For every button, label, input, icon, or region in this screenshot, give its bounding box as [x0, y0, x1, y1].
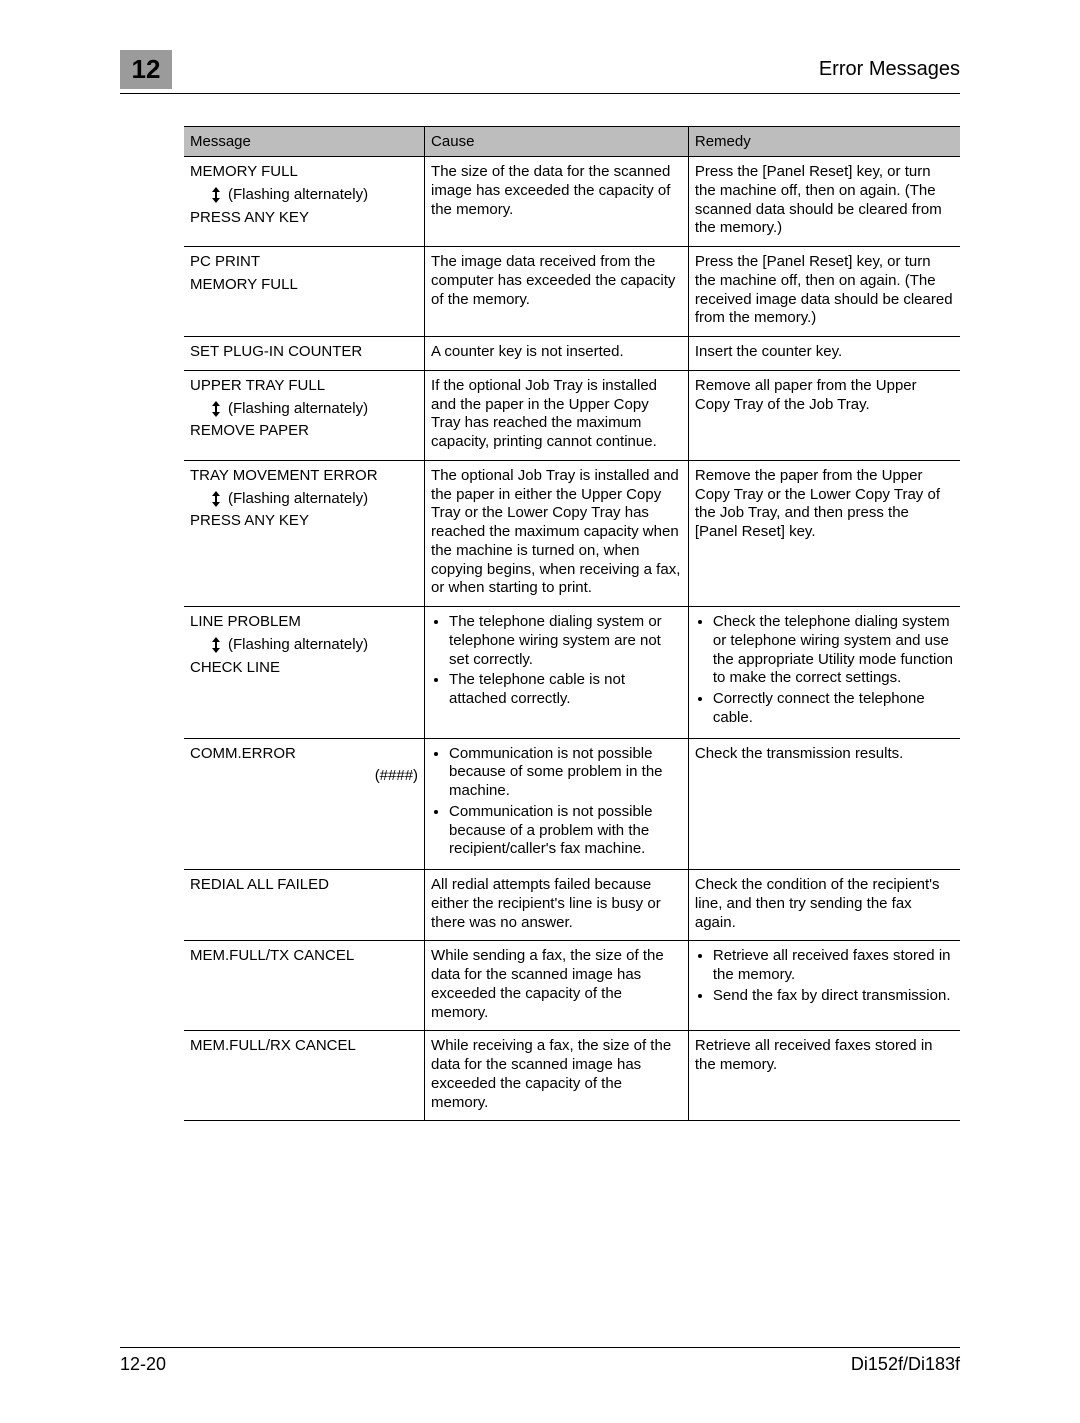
- table-row: MEM.FULL/RX CANCEL While receiving a fax…: [184, 1031, 960, 1121]
- col-message: Message: [184, 127, 425, 157]
- msg-bottom: PRESS ANY KEY: [190, 512, 418, 531]
- flashing-text: (Flashing alternately): [228, 186, 368, 205]
- chapter-number: 12: [120, 50, 172, 89]
- msg-bottom: PRESS ANY KEY: [190, 209, 418, 228]
- table-row: SET PLUG-IN COUNTER A counter key is not…: [184, 337, 960, 371]
- msg-top: REDIAL ALL FAILED: [184, 870, 425, 941]
- col-cause: Cause: [425, 127, 689, 157]
- list-item: Communication is not possible because of…: [449, 803, 682, 859]
- cause-cell: All redial attempts failed because eithe…: [425, 870, 689, 941]
- msg-top: UPPER TRAY FULL: [190, 377, 418, 396]
- remedy-cell: Press the [Panel Reset] key, or turn the…: [688, 157, 960, 247]
- table-row: MEM.FULL/TX CANCEL While sending a fax, …: [184, 941, 960, 1031]
- error-table: Message Cause Remedy MEMORY FULL (Flashi…: [184, 126, 960, 1121]
- flashing-indicator: (Flashing alternately): [208, 186, 418, 205]
- remedy-cell: Remove the paper from the Upper Copy Tra…: [688, 460, 960, 606]
- up-down-arrow-icon: [208, 491, 224, 507]
- msg-top: MEM.FULL/RX CANCEL: [184, 1031, 425, 1121]
- table-row: MEMORY FULL (Flashing alternately) PRESS…: [184, 157, 960, 247]
- list-item: Send the fax by direct transmission.: [713, 987, 954, 1006]
- page-number: 12-20: [120, 1354, 166, 1375]
- flashing-text: (Flashing alternately): [228, 490, 368, 509]
- flashing-text: (Flashing alternately): [228, 400, 368, 419]
- table-row: LINE PROBLEM (Flashing alternately) CHEC…: [184, 607, 960, 739]
- remedy-cell: Retrieve all received faxes stored in th…: [688, 1031, 960, 1121]
- remedy-cell: Check the transmission results.: [688, 738, 960, 870]
- remedy-cell: Check the condition of the recipient's l…: [688, 870, 960, 941]
- page-header: 12 Error Messages: [120, 50, 960, 94]
- model-number: Di152f/Di183f: [851, 1354, 960, 1375]
- cause-cell: While sending a fax, the size of the dat…: [425, 941, 689, 1031]
- msg-top: TRAY MOVEMENT ERROR: [190, 467, 418, 486]
- col-remedy: Remedy: [688, 127, 960, 157]
- remedy-cell: Retrieve all received faxes stored in th…: [688, 941, 960, 1031]
- cause-cell: The optional Job Tray is installed and t…: [425, 460, 689, 606]
- flashing-text: (Flashing alternately): [228, 636, 368, 655]
- up-down-arrow-icon: [208, 187, 224, 203]
- remedy-cell: Remove all paper from the Upper Copy Tra…: [688, 370, 960, 460]
- msg-bottom: REMOVE PAPER: [190, 422, 418, 441]
- msg-top: PC PRINT: [190, 253, 418, 272]
- remedy-cell: Check the telephone dialing system or te…: [688, 607, 960, 739]
- cause-cell: A counter key is not inserted.: [425, 337, 689, 371]
- header-title: Error Messages: [819, 58, 960, 81]
- cause-cell: The telephone dialing system or telephon…: [425, 607, 689, 739]
- msg-top: COMM.ERROR: [190, 745, 418, 764]
- cause-cell: Communication is not possible because of…: [425, 738, 689, 870]
- table-row: TRAY MOVEMENT ERROR (Flashing alternatel…: [184, 460, 960, 606]
- msg-top: MEM.FULL/TX CANCEL: [184, 941, 425, 1031]
- up-down-arrow-icon: [208, 637, 224, 653]
- list-item: Check the telephone dialing system or te…: [713, 613, 954, 688]
- msg-top: MEMORY FULL: [190, 163, 418, 182]
- flashing-indicator: (Flashing alternately): [208, 636, 418, 655]
- cause-cell: The image data received from the compute…: [425, 247, 689, 337]
- flashing-indicator: (Flashing alternately): [208, 400, 418, 419]
- list-item: Communication is not possible because of…: [449, 745, 682, 801]
- flashing-indicator: (Flashing alternately): [208, 490, 418, 509]
- list-item: The telephone cable is not attached corr…: [449, 671, 682, 709]
- msg-top: SET PLUG-IN COUNTER: [184, 337, 425, 371]
- list-item: The telephone dialing system or telephon…: [449, 613, 682, 669]
- remedy-cell: Insert the counter key.: [688, 337, 960, 371]
- cause-cell: If the optional Job Tray is installed an…: [425, 370, 689, 460]
- cause-cell: While receiving a fax, the size of the d…: [425, 1031, 689, 1121]
- cause-cell: The size of the data for the scanned ima…: [425, 157, 689, 247]
- table-row: REDIAL ALL FAILED All redial attempts fa…: [184, 870, 960, 941]
- up-down-arrow-icon: [208, 401, 224, 417]
- list-item: Retrieve all received faxes stored in th…: [713, 947, 954, 985]
- remedy-cell: Press the [Panel Reset] key, or turn the…: [688, 247, 960, 337]
- table-row: UPPER TRAY FULL (Flashing alternately) R…: [184, 370, 960, 460]
- msg-bottom: CHECK LINE: [190, 659, 418, 678]
- msg-sub: (####): [190, 767, 418, 786]
- table-row: PC PRINT MEMORY FULL The image data rece…: [184, 247, 960, 337]
- msg-top: LINE PROBLEM: [190, 613, 418, 632]
- page-footer: 12-20 Di152f/Di183f: [120, 1347, 960, 1375]
- table-row: COMM.ERROR (####) Communication is not p…: [184, 738, 960, 870]
- msg-bottom: MEMORY FULL: [190, 276, 418, 295]
- list-item: Correctly connect the telephone cable.: [713, 690, 954, 728]
